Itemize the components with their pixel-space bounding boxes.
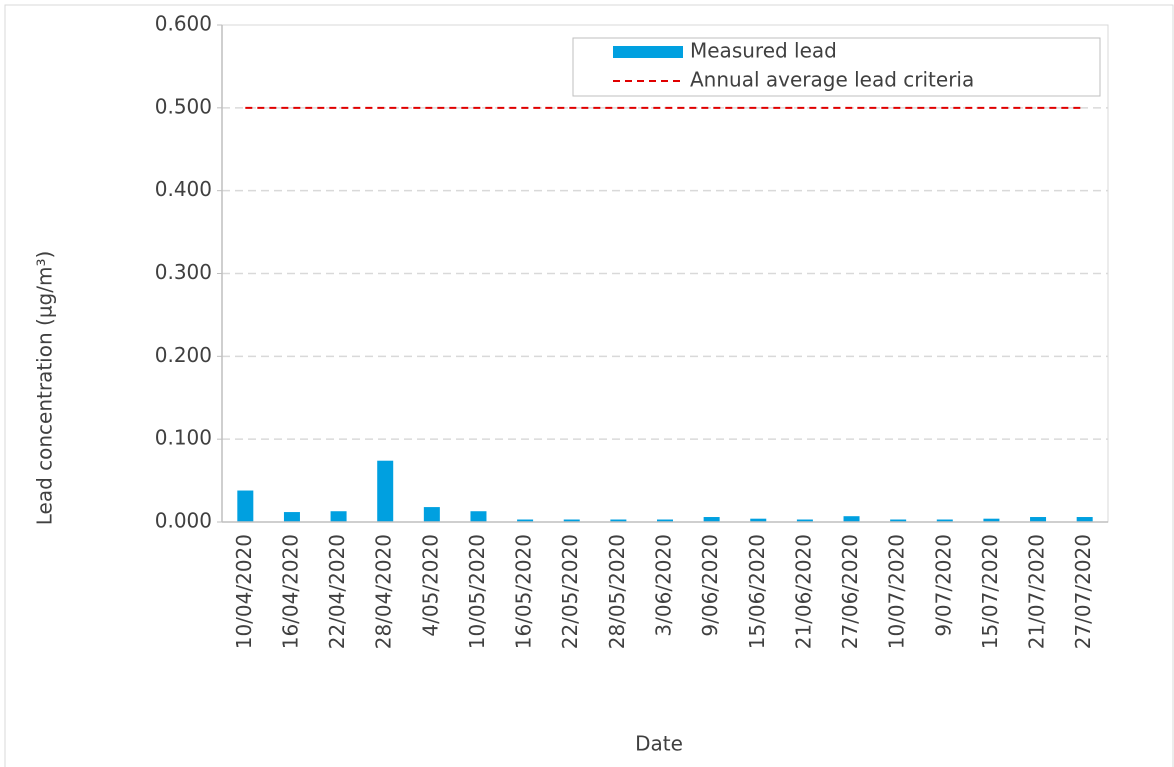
x-tick-label: 28/05/2020 [605,534,629,649]
bar [470,511,487,522]
y-axis-title: Lead concentration (µg/m³) [33,251,57,526]
bar [610,519,627,522]
bar [517,519,534,522]
x-tick-label: 21/06/2020 [791,534,815,649]
bar [703,517,720,522]
y-tick-label: 0.000 [155,509,212,533]
bar [843,516,860,522]
legend-swatch [613,46,683,58]
bar [423,507,440,522]
x-tick-label: 27/06/2020 [838,534,862,649]
x-axis-title: Date [635,732,683,756]
x-tick-label: 16/05/2020 [512,534,536,649]
bar [657,519,673,522]
bar [796,519,813,522]
bar [750,518,767,522]
bar [1030,517,1047,522]
bar [1076,517,1093,522]
bar [283,512,300,522]
y-tick-label: 0.300 [155,260,212,284]
x-tick-label: 9/07/2020 [931,534,955,637]
x-tick-label: 27/07/2020 [1071,534,1095,649]
x-tick-label: 16/04/2020 [278,534,302,649]
legend-label: Measured lead [690,39,837,63]
x-tick-label: 22/04/2020 [325,534,349,649]
x-tick-label: 28/04/2020 [372,534,396,649]
x-tick-label: 10/07/2020 [885,534,909,649]
frame [4,4,1174,767]
legend-label: Annual average lead criteria [690,68,974,92]
y-tick-label: 0.100 [155,426,212,450]
x-tick-label: 22/05/2020 [558,534,582,649]
x-tick-label: 15/06/2020 [745,534,769,649]
bar [983,518,1000,522]
x-tick-label: 4/05/2020 [418,534,442,637]
x-tick-label: 10/05/2020 [465,534,489,649]
y-tick-label: 0.500 [155,94,212,118]
bar [563,519,580,522]
x-tick-label: 9/06/2020 [698,534,722,637]
y-tick-label: 0.600 [155,12,212,36]
bar [890,519,907,522]
bar [936,519,953,522]
y-tick-label: 0.400 [155,177,212,201]
x-tick-label: 10/04/2020 [232,534,256,649]
y-tick-label: 0.200 [155,343,212,367]
bar [237,490,254,522]
x-tick-label: 21/07/2020 [1025,534,1049,649]
x-tick-label: 15/07/2020 [978,534,1002,649]
bar [330,511,347,522]
bar [377,460,394,522]
x-tick-label: 3/06/2020 [652,534,676,637]
